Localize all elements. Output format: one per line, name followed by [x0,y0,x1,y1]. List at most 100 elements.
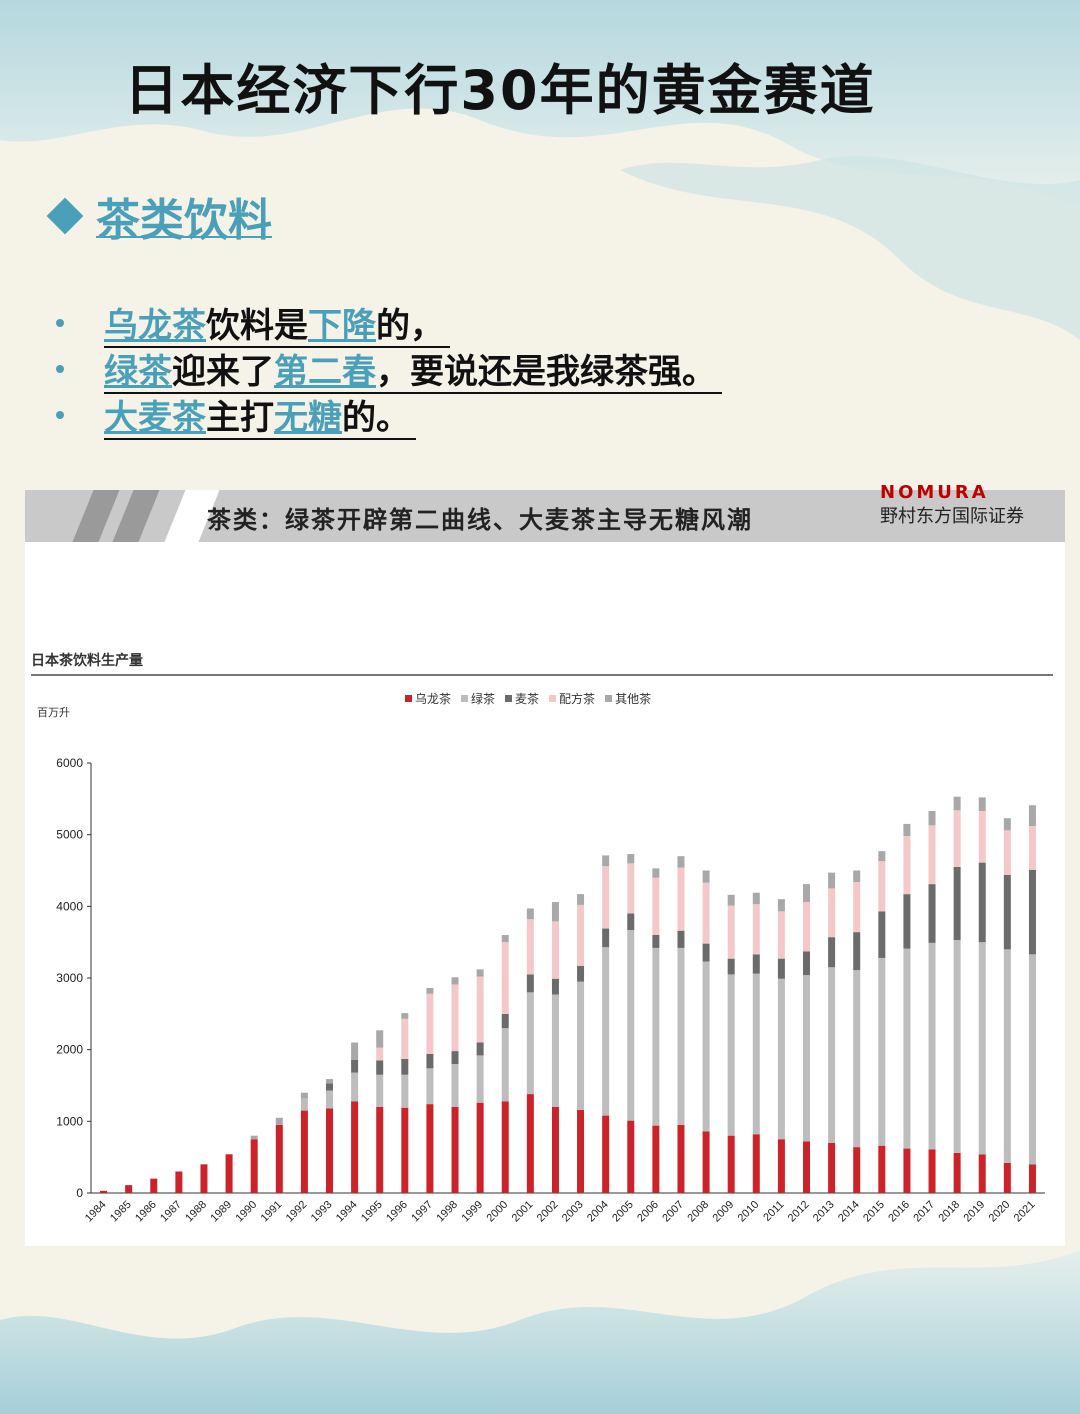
bar-segment [928,1149,936,1193]
bar-segment [677,856,685,868]
bar-segment [702,1131,710,1193]
bar-segment [828,888,836,938]
bar-segment [526,1094,534,1193]
bar-segment [602,855,610,867]
y-tick-label: 6000 [56,756,83,770]
x-tick-label: 1987 [158,1199,184,1225]
bar-segment [351,1072,359,1102]
bullet-segment: 饮料是 [206,306,308,346]
section-heading: 茶类饮料 [46,184,272,248]
x-tick-label: 1999 [459,1199,485,1225]
bar-segment [1003,949,1011,1163]
bullet-segment: ，要说还是我绿茶强。 [376,352,716,392]
bar-segment [627,929,635,1121]
bar-segment [1003,830,1011,875]
bar-segment [803,951,810,976]
bar-segment [928,825,936,885]
bar-segment [250,1135,258,1140]
x-tick-label: 1991 [259,1199,285,1225]
x-tick-label: 1998 [434,1199,460,1225]
bar-segment [401,1074,409,1108]
bar-segment [1028,954,1036,1165]
legend-swatch [605,695,613,702]
bar-segment [577,965,585,982]
bar-segment [677,1124,685,1193]
bar-segment [677,930,685,948]
bullet-item: 大麦茶主打无糖的。 [56,390,722,440]
bar-segment [451,977,459,985]
bar-segment [526,992,534,1095]
legend-swatch [549,695,557,702]
legend-swatch [505,695,513,702]
x-tick-label: 1997 [409,1199,435,1225]
bullet-text: 乌龙茶饮料是下降的， [104,306,450,348]
x-tick-label: 1989 [208,1199,234,1225]
bar-segment [853,881,861,933]
bar-segment [501,942,509,1014]
bar-segment [300,1092,308,1099]
bar-segment [853,1147,861,1193]
bar-segment [953,796,961,811]
chart-title-rule [31,674,1053,676]
bullet-dot-icon [56,411,64,419]
bar-segment [125,1185,133,1193]
bar-segment [803,975,810,1142]
bar-segment [803,1141,810,1193]
bar-segment [627,913,635,930]
bar-segment [551,902,559,922]
legend-label: 乌龙茶 [415,692,452,706]
bar-segment [326,1090,333,1109]
bar-segment [978,942,986,1155]
bar-segment [476,1055,484,1103]
bullet-segment: 下降 [308,306,376,346]
bar-segment [777,978,785,1140]
bullet-segment: 的。 [342,398,410,438]
bar-segment [326,1079,333,1084]
bar-segment [351,1059,359,1073]
legend-label: 绿茶 [471,692,496,706]
bullet-item: 乌龙茶饮料是下降的， [56,298,722,348]
bar-segment [225,1154,233,1193]
bar-segment [752,892,760,905]
bar-segment [627,863,635,914]
brand-logo: NOMURA [880,482,989,503]
bar-segment [627,854,635,864]
bar-segment [326,1083,333,1091]
x-tick-label: 1994 [334,1199,360,1225]
x-tick-label: 2006 [635,1199,661,1225]
bar-segment [300,1110,308,1193]
bar-segment [903,1148,911,1193]
bar-segment [100,1190,108,1193]
brand-name: 野村东方国际证券 [880,506,1024,527]
bar-segment [426,988,434,994]
bar-segment [677,867,685,931]
bar-segment [326,1108,333,1193]
bar-segment [526,908,534,920]
bullet-segment: 绿茶 [104,352,172,392]
bar-segment [401,1018,409,1059]
bar-segment [577,894,585,905]
bar-segment [727,894,735,906]
x-tick-label: 1990 [234,1199,260,1225]
bar-segment [501,1028,509,1102]
bar-segment [175,1171,183,1193]
x-tick-label: 2010 [736,1199,762,1225]
bar-segment [1003,818,1011,831]
x-tick-label: 2002 [535,1199,561,1225]
bar-segment [903,894,911,949]
bullet-segment: 主打 [206,398,274,438]
bullet-dot-icon [56,365,64,373]
y-tick-label: 1000 [56,1114,83,1128]
bar-segment [652,935,660,948]
bar-segment [677,947,685,1125]
bar-segment [300,1098,308,1111]
legend-swatch [405,695,412,702]
bar-segment [451,1107,459,1193]
report-banner: 茶类：绿茶开辟第二曲线、大麦茶主导无糖风潮 NOMURA 野村东方国际证券 [25,482,1065,542]
bar-segment [250,1139,258,1193]
x-tick-label: 2021 [1012,1199,1038,1225]
x-tick-label: 1995 [359,1199,385,1225]
chart-legend: 乌龙茶 绿茶 麦茶 配方茶 其他茶 [405,690,661,707]
bullet-item: 绿茶迎来了第二春，要说还是我绿茶强。 [56,344,722,394]
bar-segment [853,970,861,1148]
